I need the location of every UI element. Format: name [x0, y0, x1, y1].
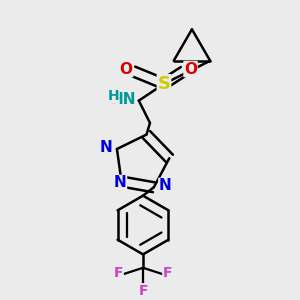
- Text: O: O: [120, 61, 133, 76]
- Text: H: H: [107, 89, 119, 103]
- Text: F: F: [114, 266, 123, 280]
- Text: O: O: [184, 61, 197, 76]
- Text: HN: HN: [111, 92, 136, 107]
- Text: N: N: [100, 140, 113, 155]
- Text: S: S: [158, 75, 170, 93]
- Text: F: F: [163, 266, 172, 280]
- Text: F: F: [138, 284, 148, 298]
- Text: N: N: [159, 178, 172, 194]
- Text: N: N: [114, 176, 127, 190]
